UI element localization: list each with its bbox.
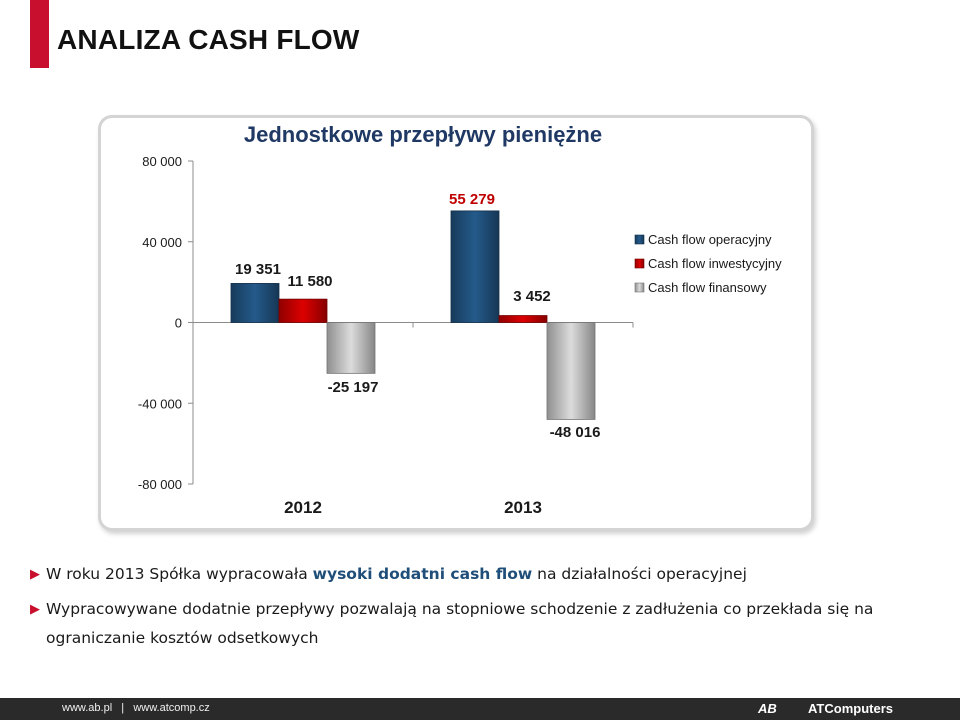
bar-cash-flow-finansowy-2012 [326,322,376,374]
bullet-1-highlight: wysoki dodatni cash flow [312,565,533,583]
bullet-1-text: W roku 2013 Spółka wypracowała [46,565,313,583]
legend-swatch [634,282,645,293]
x-category-label: 2012 [284,498,322,517]
data-label: 55 279 [449,191,495,208]
cash-flow-chart: Jednostkowe przepływy pieniężne 80 000 40 … [138,122,782,517]
bullet-item-2: ▶ Wypracowywane dodatnie przepływy pozwa… [30,595,930,653]
title-accent-bar [30,0,49,68]
bar-cash-flow-inwestycyjny-2013 [498,315,548,323]
data-label: -48 016 [550,424,601,441]
bullet-arrow-icon: ▶ [30,567,40,582]
atcomputers-logo: ATComputers [808,701,893,716]
page-title: ANALIZA CASH FLOW [57,24,360,55]
legend-label: Cash flow operacyjny [648,232,772,247]
y-tick-label: 80 000 [142,154,182,169]
data-label: 3 452 [513,288,551,305]
bar-cash-flow-finansowy-2013 [546,322,596,420]
bullet-list: ▶ W roku 2013 Spółka wypracowała wysoki … [30,560,930,659]
y-tick-label: -40 000 [138,396,182,411]
bullet-2-text: Wypracowywane dodatnie przepływy pozwala… [46,600,874,647]
x-category-label: 2013 [504,498,542,517]
legend-label: Cash flow inwestycyjny [648,256,782,271]
y-tick-label: 40 000 [142,235,182,250]
bar-cash-flow-operacyjny-2013 [450,210,500,323]
y-tick-label: 0 [175,316,182,331]
bar-cash-flow-operacyjny-2012 [230,283,280,323]
legend-label: Cash flow finansowy [648,280,767,295]
footer-bar: www.ab.pl | www.atcomp.cz AB ATComputers [0,698,960,720]
bullet-item-1: ▶ W roku 2013 Spółka wypracowała wysoki … [30,560,930,589]
data-label: -25 197 [328,379,379,396]
data-label: 11 580 [287,273,332,290]
data-label: 19 351 [235,261,281,278]
legend-swatch [634,234,645,245]
bullet-1-text-end: na działalności operacyjnej [532,565,747,583]
bar-cash-flow-inwestycyjny-2012 [278,298,328,323]
ab-logo: AB [758,701,777,716]
footer-links[interactable]: www.ab.pl | www.atcomp.cz [62,702,210,714]
chart-title: Jednostkowe przepływy pieniężne [244,122,602,147]
y-tick-label: -80 000 [138,477,182,492]
legend-swatch [634,258,645,269]
bullet-arrow-icon: ▶ [30,602,40,617]
